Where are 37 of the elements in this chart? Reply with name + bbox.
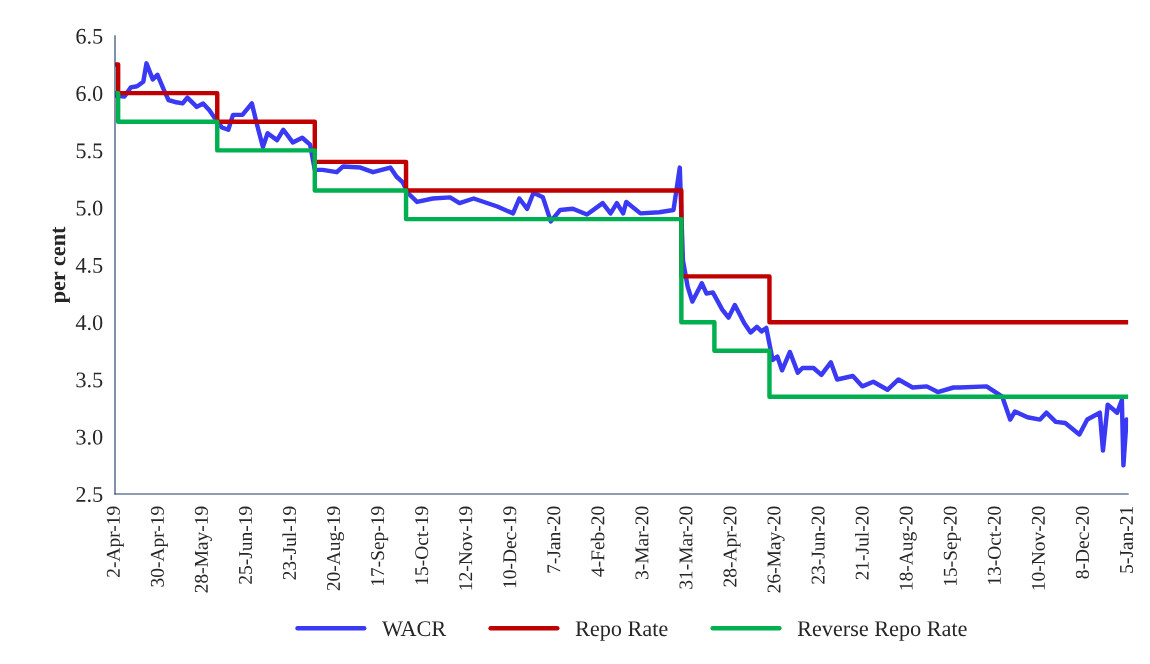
- x-tick-label: 8-Dec-20: [1075, 506, 1089, 579]
- y-tick-label: 3.0: [76, 429, 103, 445]
- legend-label: WACR: [382, 621, 447, 637]
- y-tick-label: 6.5: [76, 28, 103, 44]
- x-tick-label: 18-Aug-20: [899, 506, 917, 590]
- x-tick-label: 26-May-20: [767, 506, 785, 593]
- x-tick-label: 7-Jan-20: [547, 506, 561, 573]
- y-tick-label: 5.0: [76, 200, 103, 216]
- x-tick-label: 15-Sep-20: [943, 506, 961, 586]
- x-tick-label: 23-Jun-20: [811, 506, 825, 584]
- x-tick-label: 30-Apr-19: [150, 506, 168, 587]
- x-tick-label: 28-Apr-20: [723, 506, 741, 587]
- y-tick-label: 2.5: [76, 487, 103, 503]
- x-tick-label: 15-Oct-19: [415, 506, 429, 585]
- x-tick-label: 13-Oct-20: [987, 506, 1001, 585]
- x-tick-label: 5-Jan-21: [1119, 506, 1134, 573]
- x-tick-label: 20-Aug-19: [326, 506, 345, 591]
- x-tick-label: 12-Nov-19: [459, 506, 473, 590]
- x-tick-label: 17-Sep-19: [371, 506, 389, 586]
- x-tick-label: 10-Dec-19: [503, 506, 517, 588]
- y-tick-label: 4.5: [75, 258, 103, 273]
- x-tick-label: 21-Jul-20: [855, 506, 869, 580]
- x-tick-label: 2-Apr-19: [106, 506, 124, 577]
- x-tick-label: 25-Jun-19: [238, 506, 253, 584]
- x-tick-label: 28-May-19: [194, 506, 212, 593]
- y-tick-label: 4.0: [75, 315, 103, 331]
- x-tick-label: 31-Mar-20: [679, 506, 693, 589]
- y-tick-label: 5.5: [76, 143, 103, 159]
- y-tick-label: 3.5: [76, 372, 103, 388]
- legend-label: Reverse Repo Rate: [797, 621, 967, 641]
- x-tick-label: 3-Mar-20: [635, 506, 649, 580]
- x-tick-label: 10-Nov-20: [1031, 506, 1045, 590]
- y-axis-title: per cent: [52, 226, 70, 304]
- legend-label: Repo Rate: [575, 621, 668, 641]
- x-tick-label: 23-Jul-19: [282, 506, 297, 580]
- y-tick-label: 6.0: [76, 86, 103, 102]
- x-tick-label: 4-Feb-20: [590, 506, 605, 577]
